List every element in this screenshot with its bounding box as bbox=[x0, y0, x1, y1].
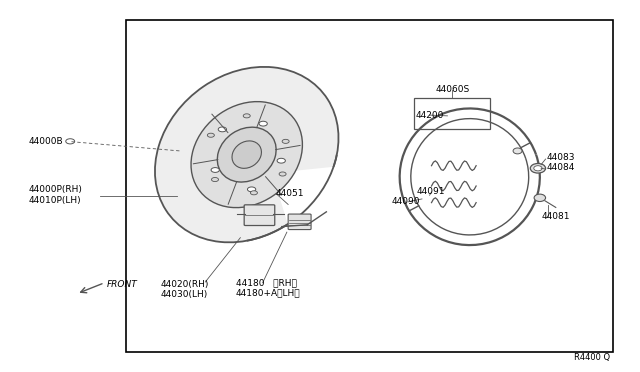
Text: FRONT: FRONT bbox=[106, 280, 138, 289]
Ellipse shape bbox=[534, 166, 542, 171]
Text: 44200: 44200 bbox=[415, 110, 444, 120]
Text: 44090: 44090 bbox=[392, 198, 420, 206]
Text: 44180   〈RH〉: 44180 〈RH〉 bbox=[236, 278, 297, 287]
Text: 44083: 44083 bbox=[546, 153, 575, 162]
Text: 44000B: 44000B bbox=[28, 137, 63, 146]
Ellipse shape bbox=[277, 158, 285, 163]
Ellipse shape bbox=[211, 168, 220, 172]
Ellipse shape bbox=[531, 163, 545, 173]
Text: 44030(LH): 44030(LH) bbox=[161, 291, 208, 299]
Text: 44020(RH): 44020(RH) bbox=[161, 280, 209, 289]
Ellipse shape bbox=[259, 121, 268, 126]
Ellipse shape bbox=[191, 102, 303, 208]
FancyBboxPatch shape bbox=[288, 214, 311, 230]
Ellipse shape bbox=[232, 141, 261, 168]
Text: 44091: 44091 bbox=[417, 187, 445, 196]
Text: R4400 Q: R4400 Q bbox=[574, 353, 610, 362]
Wedge shape bbox=[272, 160, 399, 246]
Text: 44051: 44051 bbox=[275, 189, 304, 198]
Text: 44010P(LH): 44010P(LH) bbox=[28, 196, 81, 205]
Ellipse shape bbox=[513, 148, 522, 154]
Bar bbox=[125, 20, 613, 352]
Ellipse shape bbox=[211, 177, 218, 182]
Ellipse shape bbox=[218, 127, 276, 182]
Circle shape bbox=[66, 139, 75, 144]
Ellipse shape bbox=[218, 127, 227, 132]
Ellipse shape bbox=[279, 172, 286, 176]
Ellipse shape bbox=[282, 140, 289, 143]
Ellipse shape bbox=[250, 191, 257, 195]
Text: 44000P(RH): 44000P(RH) bbox=[28, 185, 82, 194]
Text: 44060S: 44060S bbox=[436, 85, 470, 94]
Bar bbox=[414, 99, 490, 129]
Ellipse shape bbox=[207, 133, 214, 137]
Ellipse shape bbox=[155, 67, 339, 242]
Text: 44081: 44081 bbox=[541, 212, 570, 221]
Ellipse shape bbox=[534, 194, 545, 202]
Text: 44084: 44084 bbox=[546, 163, 575, 172]
FancyBboxPatch shape bbox=[244, 205, 275, 225]
Ellipse shape bbox=[243, 114, 250, 118]
Ellipse shape bbox=[248, 187, 256, 192]
Text: 44180+A〈LH〉: 44180+A〈LH〉 bbox=[236, 289, 301, 298]
